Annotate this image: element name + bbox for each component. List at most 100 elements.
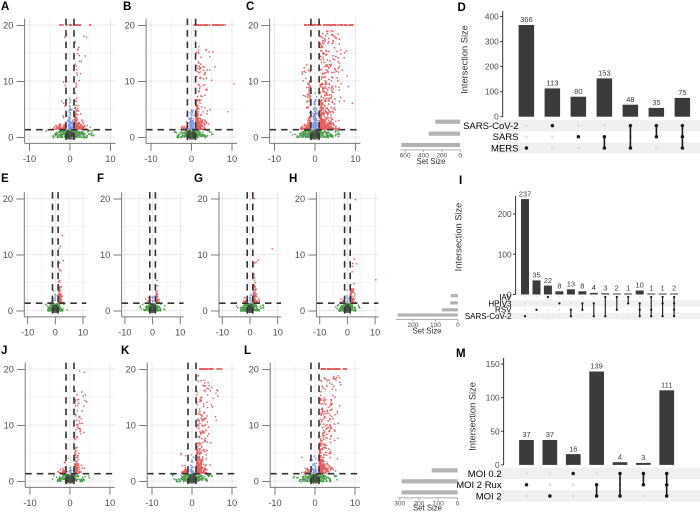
svg-text:-10: -10	[313, 328, 326, 338]
svg-text:10: 10	[126, 421, 136, 431]
svg-text:10: 10	[370, 328, 380, 338]
svg-text:10: 10	[3, 77, 13, 87]
svg-text:10: 10	[249, 421, 259, 431]
svg-text:0: 0	[456, 500, 460, 507]
svg-text:0: 0	[254, 477, 259, 487]
svg-text:150: 150	[486, 359, 500, 369]
svg-text:-10: -10	[145, 498, 158, 508]
svg-text:0: 0	[203, 306, 208, 316]
svg-text:10: 10	[248, 77, 258, 87]
svg-text:100: 100	[433, 500, 444, 507]
svg-text:20: 20	[3, 194, 13, 204]
svg-text:1: 1	[661, 284, 665, 293]
svg-text:50: 50	[490, 426, 500, 436]
svg-text:300: 300	[394, 500, 405, 507]
svg-text:600: 600	[400, 152, 411, 159]
svg-text:10: 10	[125, 77, 135, 87]
svg-text:RSV: RSV	[495, 306, 512, 315]
svg-text:Set Size: Set Size	[412, 327, 441, 336]
svg-text:0: 0	[150, 328, 155, 338]
svg-text:0: 0	[300, 306, 305, 316]
svg-text:35: 35	[652, 98, 660, 107]
svg-text:HPIV3: HPIV3	[488, 299, 512, 308]
svg-text:20: 20	[126, 365, 136, 375]
svg-text:200: 200	[407, 322, 418, 329]
svg-text:3: 3	[603, 283, 607, 292]
svg-text:Intersection Size: Intersection Size	[454, 203, 464, 272]
svg-text:0: 0	[253, 133, 258, 143]
svg-text:H: H	[289, 173, 297, 185]
svg-text:200: 200	[414, 500, 425, 507]
svg-text:SARS: SARS	[493, 132, 519, 143]
svg-text:D: D	[458, 2, 466, 14]
svg-text:200: 200	[498, 209, 512, 219]
svg-text:0: 0	[456, 322, 460, 329]
svg-text:Set Size: Set Size	[413, 503, 442, 512]
svg-text:20: 20	[295, 194, 305, 204]
svg-text:20: 20	[100, 194, 110, 204]
svg-text:0: 0	[9, 477, 14, 487]
svg-text:0: 0	[189, 154, 194, 164]
svg-text:0: 0	[8, 133, 13, 143]
svg-text:10: 10	[3, 250, 13, 260]
svg-text:100: 100	[486, 393, 500, 403]
svg-text:0: 0	[312, 154, 317, 164]
svg-text:10: 10	[105, 498, 115, 508]
svg-text:100: 100	[498, 249, 512, 259]
svg-text:10: 10	[350, 498, 360, 508]
svg-text:IAV: IAV	[499, 293, 512, 302]
svg-text:8: 8	[580, 281, 584, 290]
svg-text:-10: -10	[268, 498, 281, 508]
svg-text:-10: -10	[216, 328, 229, 338]
svg-text:-10: -10	[118, 328, 131, 338]
svg-text:G: G	[194, 173, 203, 185]
svg-text:B: B	[123, 1, 131, 13]
svg-text:E: E	[1, 173, 9, 185]
svg-text:4: 4	[618, 452, 622, 461]
svg-text:MOI 0.2: MOI 0.2	[468, 469, 502, 480]
svg-text:0: 0	[247, 328, 252, 338]
svg-text:16: 16	[569, 444, 577, 453]
svg-text:10: 10	[295, 250, 305, 260]
svg-text:37: 37	[522, 430, 530, 439]
svg-text:0: 0	[53, 328, 58, 338]
svg-text:0: 0	[189, 498, 194, 508]
svg-text:10: 10	[78, 328, 88, 338]
svg-text:22: 22	[544, 276, 552, 285]
svg-text:Intersection Size: Intersection Size	[460, 25, 470, 94]
svg-text:113: 113	[546, 79, 558, 88]
svg-text:Intersection Size: Intersection Size	[468, 382, 478, 451]
svg-text:0: 0	[345, 328, 350, 338]
svg-text:153: 153	[598, 69, 611, 78]
svg-text:M: M	[456, 348, 466, 360]
svg-text:366: 366	[520, 15, 533, 24]
svg-text:A: A	[1, 1, 9, 13]
svg-text:F: F	[97, 173, 104, 185]
svg-text:MERS: MERS	[491, 143, 518, 154]
svg-text:SARS-CoV-2: SARS-CoV-2	[463, 121, 518, 132]
svg-text:2: 2	[615, 284, 619, 293]
svg-text:20: 20	[249, 365, 259, 375]
svg-text:0: 0	[67, 498, 72, 508]
svg-text:13: 13	[567, 279, 575, 288]
svg-text:20: 20	[125, 21, 135, 31]
svg-text:20: 20	[248, 21, 258, 31]
svg-text:0: 0	[105, 306, 110, 316]
svg-text:0: 0	[458, 152, 462, 159]
svg-text:0: 0	[131, 477, 136, 487]
svg-text:400: 400	[485, 12, 499, 22]
svg-text:111: 111	[661, 381, 672, 390]
svg-text:I: I	[459, 175, 462, 187]
svg-text:80: 80	[574, 87, 582, 96]
svg-text:10: 10	[227, 498, 237, 508]
svg-text:100: 100	[485, 87, 499, 97]
svg-text:K: K	[121, 345, 130, 357]
svg-text:2: 2	[672, 284, 676, 293]
svg-text:0: 0	[67, 154, 72, 164]
svg-text:20: 20	[3, 21, 13, 31]
svg-text:0: 0	[8, 306, 13, 316]
svg-text:MOI 2 Rux: MOI 2 Rux	[456, 480, 502, 491]
svg-text:1: 1	[626, 284, 630, 293]
svg-text:400: 400	[418, 152, 429, 159]
svg-text:37: 37	[546, 430, 554, 439]
